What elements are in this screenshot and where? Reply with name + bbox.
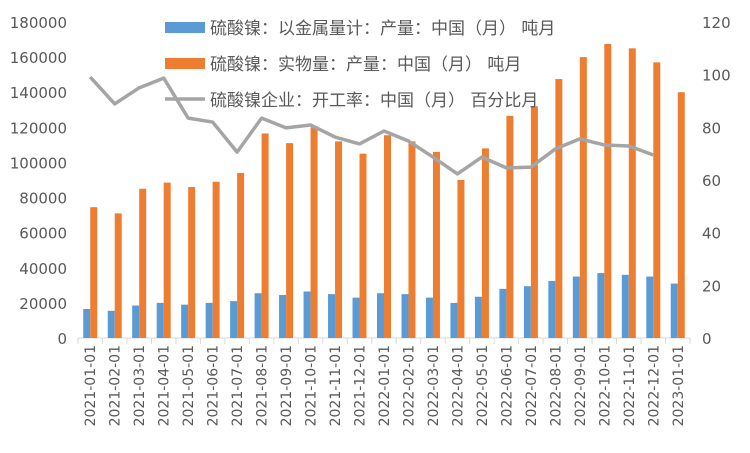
bar xyxy=(359,153,367,338)
x-tick-label: 2021-03-01 xyxy=(132,345,148,426)
bar xyxy=(432,151,440,338)
bar xyxy=(646,276,654,338)
bar xyxy=(310,127,318,338)
bar xyxy=(653,62,661,338)
bar xyxy=(628,48,636,338)
bar xyxy=(90,207,98,338)
left-tick-label: 60000 xyxy=(19,225,67,243)
bar xyxy=(188,187,196,338)
bar xyxy=(597,273,605,338)
bar xyxy=(279,294,287,338)
bar xyxy=(499,288,507,338)
x-tick-label: 2022-05-01 xyxy=(475,345,491,426)
x-tick-label: 2021-12-01 xyxy=(353,345,369,426)
bar xyxy=(401,294,409,338)
left-tick-label: 0 xyxy=(57,330,67,348)
left-tick-label: 20000 xyxy=(19,295,67,313)
x-tick-label: 2021-11-01 xyxy=(328,345,344,426)
x-tick-label: 2022-04-01 xyxy=(450,345,466,426)
bar xyxy=(352,297,360,338)
bar xyxy=(335,141,343,338)
x-tick-label: 2022-12-01 xyxy=(646,345,662,426)
bar xyxy=(677,92,685,338)
bar xyxy=(181,304,189,338)
x-tick-label: 2022-07-01 xyxy=(524,345,540,426)
bar xyxy=(212,181,220,338)
bar xyxy=(139,188,147,338)
x-tick-label: 2022-09-01 xyxy=(573,345,589,426)
bar xyxy=(450,302,458,338)
x-tick-label: 2022-03-01 xyxy=(426,345,442,426)
x-tick-label: 2021-06-01 xyxy=(206,345,222,426)
x-tick-label: 2021-08-01 xyxy=(255,345,271,426)
x-tick-label: 2022-08-01 xyxy=(548,345,564,426)
right-tick-label: 20 xyxy=(702,277,721,295)
left-tick-label: 140000 xyxy=(10,84,67,102)
bar xyxy=(156,302,164,338)
bar xyxy=(384,135,391,338)
legend-label: 硫酸镍：实物量：产量：中国（月） 吨月 xyxy=(210,55,521,75)
right-tick-label: 0 xyxy=(702,330,712,348)
bar xyxy=(107,310,115,338)
legend-swatch xyxy=(165,58,205,69)
left-tick-label: 80000 xyxy=(19,190,67,208)
bar xyxy=(132,305,140,338)
bar xyxy=(163,182,171,338)
x-tick-label: 2021-02-01 xyxy=(108,345,124,426)
bar xyxy=(114,213,122,338)
bar xyxy=(506,115,514,338)
x-tick-label: 2022-11-01 xyxy=(622,345,638,426)
legend-label: 硫酸镍企业：开工率：中国（月） 百分比月 xyxy=(210,91,538,111)
x-tick-label: 2022-06-01 xyxy=(499,345,515,426)
bar xyxy=(555,79,563,339)
bar xyxy=(286,143,294,338)
bar xyxy=(572,276,580,338)
bar xyxy=(457,180,465,338)
bar xyxy=(670,283,678,338)
bar xyxy=(408,141,416,338)
line-series xyxy=(88,75,654,176)
bar xyxy=(425,297,433,338)
left-tick-label: 120000 xyxy=(10,119,67,137)
x-tick-label: 2021-07-01 xyxy=(230,345,246,426)
bar xyxy=(481,148,489,338)
right-tick-label: 80 xyxy=(702,119,721,137)
bar xyxy=(328,294,336,338)
bar xyxy=(230,301,238,338)
bar xyxy=(530,106,538,339)
x-tick-label: 2021-01-01 xyxy=(83,345,99,426)
bar xyxy=(523,286,531,338)
bar xyxy=(303,291,311,338)
left-tick-label: 160000 xyxy=(10,49,67,67)
bar xyxy=(548,280,556,338)
bar xyxy=(579,57,587,338)
bar xyxy=(83,309,91,338)
x-tick-label: 2021-09-01 xyxy=(279,345,295,426)
x-tick-label: 2021-10-01 xyxy=(304,345,320,426)
x-tick-label: 2021-05-01 xyxy=(181,345,197,426)
left-tick-label: 180000 xyxy=(10,14,67,32)
legend-swatch xyxy=(165,22,205,33)
right-tick-label: 120 xyxy=(702,14,731,32)
left-tick-label: 40000 xyxy=(19,260,67,278)
bar xyxy=(254,293,262,338)
x-tick-label: 2023-01-01 xyxy=(671,345,687,426)
x-tick-label: 2022-02-01 xyxy=(401,345,417,426)
bar xyxy=(621,274,629,338)
x-tick-label: 2022-10-01 xyxy=(597,345,613,426)
x-tick-label: 2022-01-01 xyxy=(377,345,393,426)
bar xyxy=(474,296,482,338)
right-tick-label: 100 xyxy=(702,67,731,85)
right-tick-label: 60 xyxy=(702,172,721,190)
bar xyxy=(604,43,612,338)
bar xyxy=(205,302,213,338)
x-tick-label: 2021-04-01 xyxy=(157,345,173,426)
right-tick-label: 40 xyxy=(702,225,721,243)
bar xyxy=(261,133,269,338)
legend-label: 硫酸镍：以金属量计：产量：中国（月） 吨月 xyxy=(210,19,555,39)
bar xyxy=(377,293,384,338)
left-tick-label: 100000 xyxy=(10,154,67,172)
bar xyxy=(237,172,245,338)
